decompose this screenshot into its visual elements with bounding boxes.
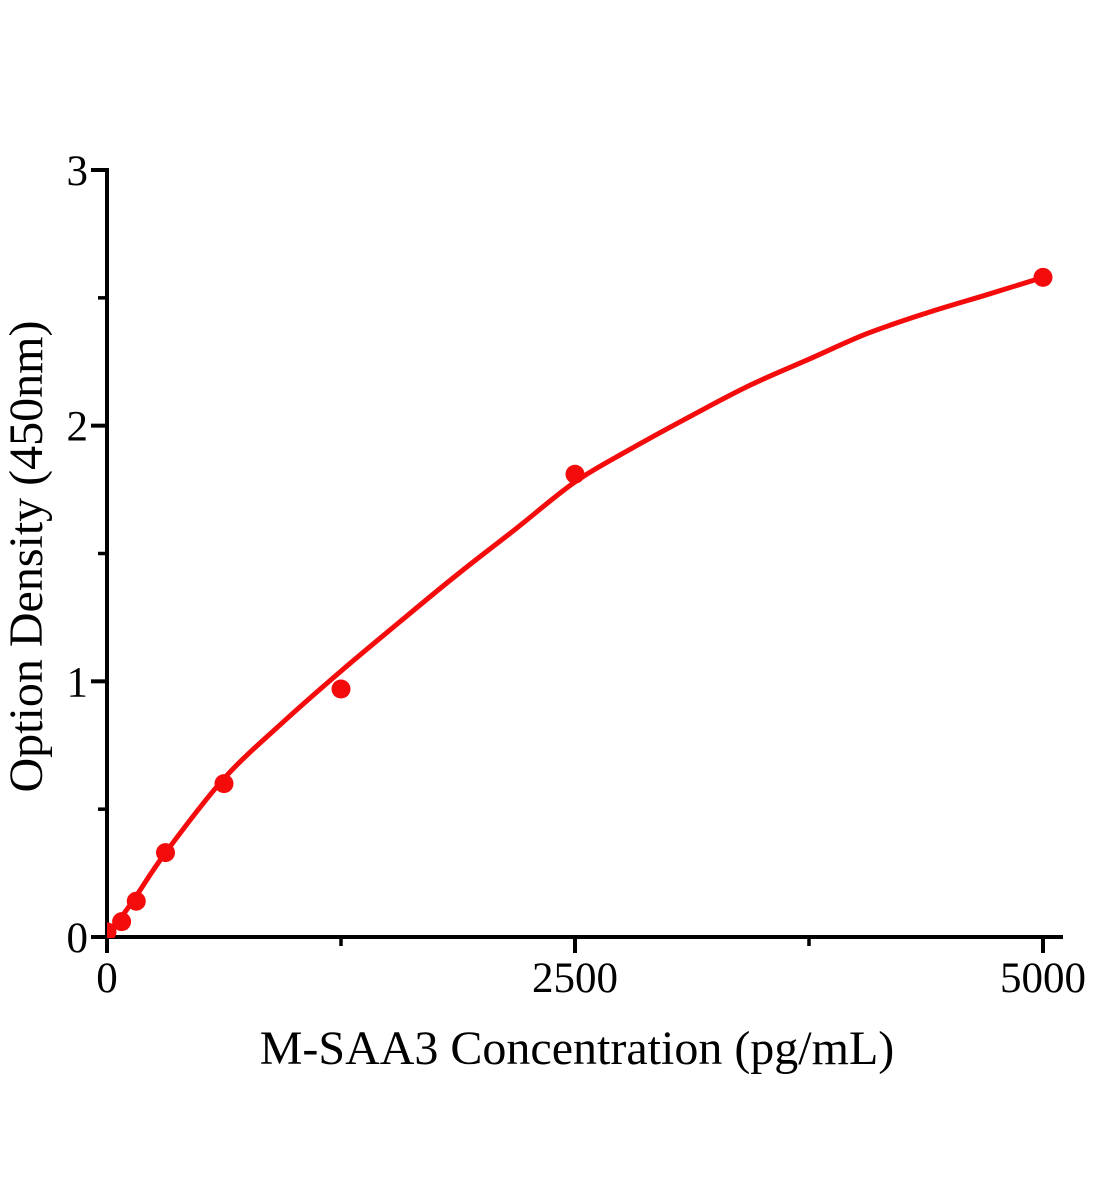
data-point-marker: [126, 891, 146, 911]
y-tick-label: 2: [67, 404, 89, 451]
x-tick-label: 0: [96, 955, 118, 1002]
data-point-marker: [214, 774, 234, 794]
x-tick-label: 2500: [532, 955, 618, 1002]
y-tick-label: 3: [67, 148, 89, 195]
data-point-marker: [112, 912, 132, 932]
data-point-marker: [1033, 267, 1053, 287]
x-axis-title: M-SAA3 Concentration (pg/mL): [260, 1022, 895, 1075]
y-axis-title: Option Density (450nm): [0, 321, 53, 793]
data-point-marker: [331, 679, 351, 699]
y-tick-label: 1: [67, 659, 89, 706]
fit-curve-line: [107, 274, 1046, 936]
data-point-marker: [156, 843, 175, 863]
data-point-marker: [565, 464, 585, 484]
x-tick-label: 5000: [1000, 955, 1086, 1002]
y-tick-label: 0: [67, 915, 89, 962]
